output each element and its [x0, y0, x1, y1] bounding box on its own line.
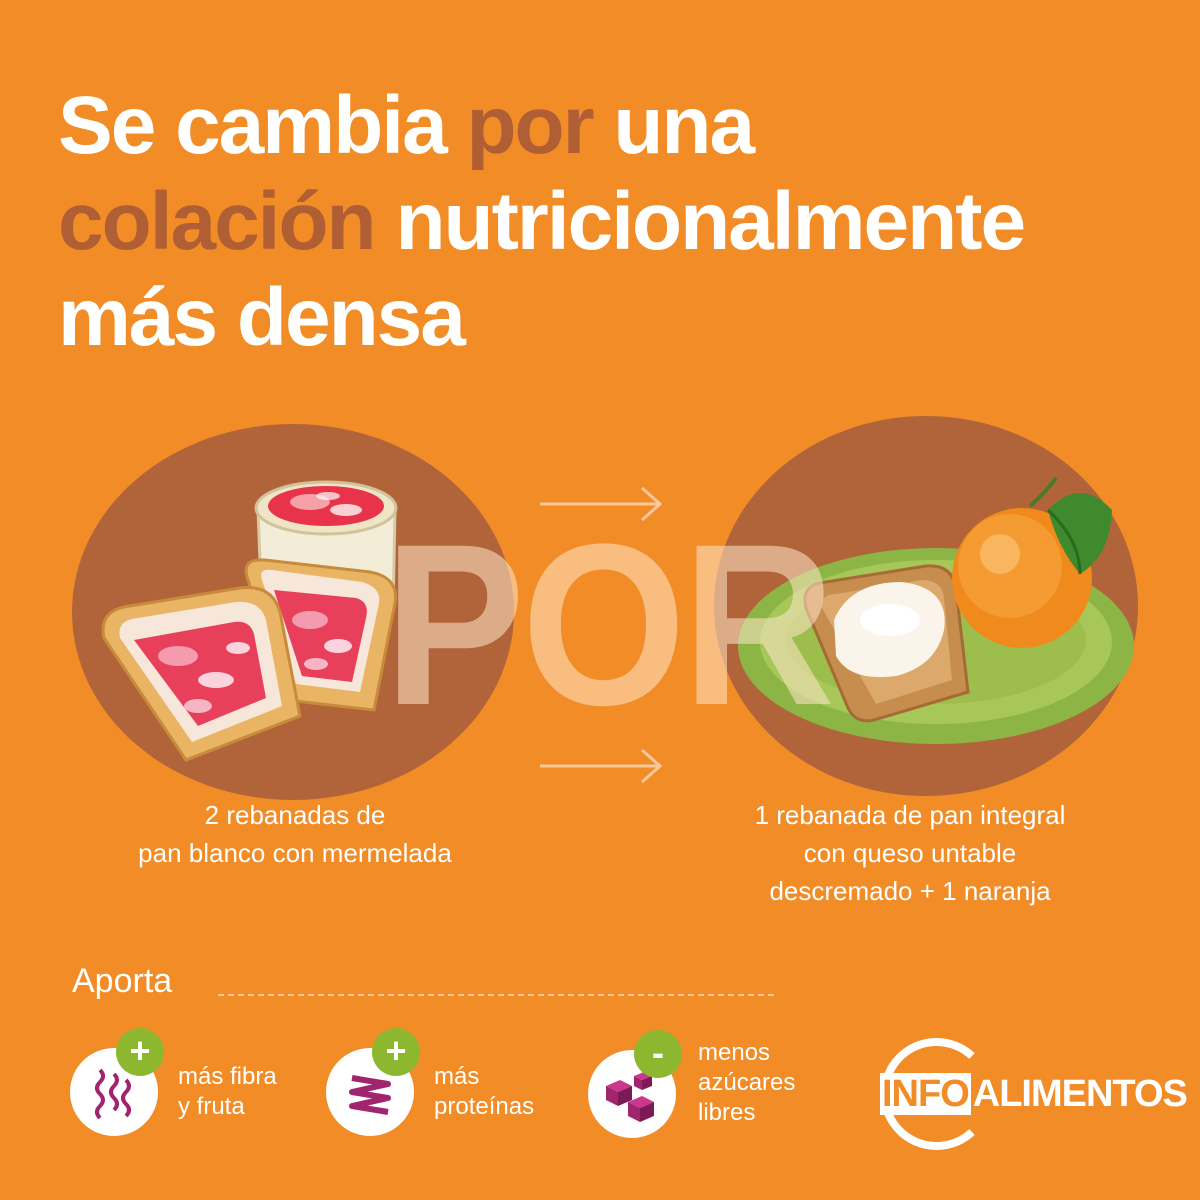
- jam-toast-illustration: [101, 480, 398, 762]
- toast-front-icon: [101, 586, 302, 762]
- plate-toast-orange-illustration: [738, 476, 1134, 744]
- right-food-caption: 1 rebanada de pan integral con queso unt…: [754, 800, 1066, 906]
- benefit-label: más proteínas: [434, 1063, 535, 1120]
- arrow-right-icon: [540, 748, 663, 784]
- benefit-label: más fibra y fruta: [178, 1063, 277, 1120]
- benefit-fiber: + más fibra y fruta: [70, 1028, 300, 1140]
- title-line-2: colación nutricionalmente: [58, 176, 1026, 267]
- benefit-protein: + más proteínas: [326, 1028, 556, 1140]
- plus-badge: +: [372, 1028, 420, 1076]
- title-line-3: más densa: [58, 272, 466, 363]
- left-food-caption: 2 rebanadas de pan blanco con mermelada: [138, 800, 452, 868]
- whole-wheat-toast-icon: [803, 564, 970, 723]
- por-word: POR: [384, 496, 835, 753]
- arrow-right-icon: [540, 486, 663, 522]
- benefit-less-sugar: - menos azúcares libres: [588, 1030, 828, 1144]
- orange-icon: [952, 476, 1112, 648]
- dotted-divider: [218, 994, 774, 996]
- aporta-heading: Aporta: [72, 962, 173, 1000]
- minus-badge: -: [634, 1030, 682, 1078]
- title-line-1: Se cambia por una: [58, 80, 755, 171]
- benefit-label: menos azúcares libres: [698, 1039, 796, 1126]
- page-title: Se cambia por una colación nutricionalme…: [58, 78, 1158, 366]
- logo-text: INFO ALIMENTOS: [880, 1073, 1188, 1115]
- plus-badge: +: [116, 1028, 164, 1076]
- infoalimentos-logo: INFO ALIMENTOS: [876, 1036, 1188, 1152]
